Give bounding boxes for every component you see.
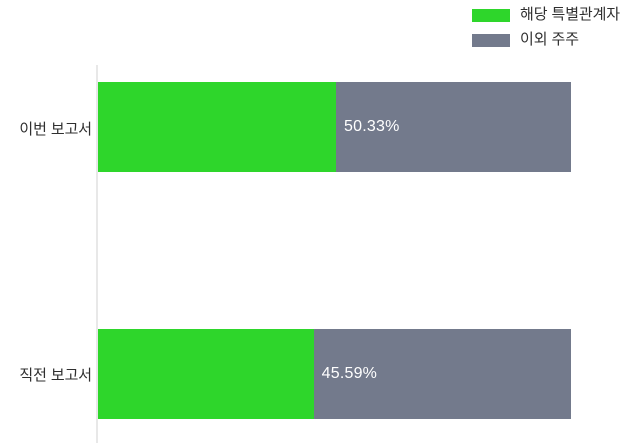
bar-segment-secondary-0[interactable]: 50.33%	[336, 82, 571, 172]
bar-track-1: 45.59%	[98, 329, 571, 419]
table-row: 직전 보고서 45.59%	[0, 329, 628, 419]
bar-segment-primary-1[interactable]	[98, 329, 314, 419]
legend-swatch-primary	[472, 8, 511, 22]
category-label-0: 이번 보고서	[19, 121, 92, 138]
bar-value-label-0: 50.33%	[344, 118, 400, 135]
legend-swatch-secondary	[472, 33, 511, 47]
legend-item-secondary[interactable]: 이외 주주	[472, 31, 579, 48]
legend-item-primary[interactable]: 해당 특별관계자	[472, 6, 620, 23]
y-axis-line	[96, 65, 98, 443]
legend-label-primary: 해당 특별관계자	[520, 6, 620, 23]
bar-segment-primary-0[interactable]	[98, 82, 337, 172]
category-label-1: 직전 보고서	[19, 367, 92, 384]
chart-legend: 해당 특별관계자 이외 주주	[472, 6, 620, 48]
bar-value-label-1: 45.59%	[321, 365, 378, 382]
bar-segment-secondary-1[interactable]: 45.59%	[313, 329, 571, 419]
legend-label-secondary: 이외 주주	[520, 31, 579, 48]
bar-track-0: 50.33%	[98, 82, 571, 172]
table-row: 이번 보고서 50.33%	[0, 82, 628, 172]
